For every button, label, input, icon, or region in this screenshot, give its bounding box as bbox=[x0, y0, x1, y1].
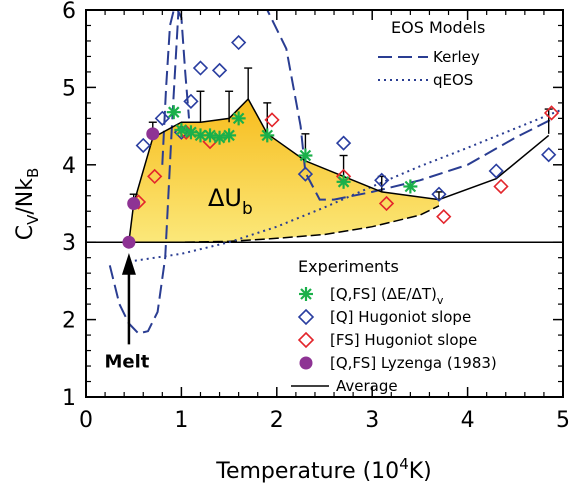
star-stroke bbox=[185, 126, 197, 139]
y-tick-label-1: 2 bbox=[62, 309, 76, 334]
red-diamond-point-1 bbox=[147, 168, 163, 185]
y-tick-label-5: 6 bbox=[62, 0, 76, 24]
qeos-curve bbox=[128, 108, 563, 263]
y-tick-label-2: 3 bbox=[62, 231, 76, 256]
green-star-point-11 bbox=[403, 179, 418, 194]
kerley-curve-low bbox=[108, 10, 182, 335]
green-star-point-10 bbox=[336, 174, 351, 189]
legend-entry-stars: [Q,FS] (ΔE/ΔT)v bbox=[330, 285, 444, 307]
error-bar-7 bbox=[339, 154, 348, 177]
red-diamond-point-7 bbox=[436, 209, 452, 225]
error-bar-9 bbox=[434, 191, 443, 200]
delta-u-annotation: ΔUb bbox=[208, 184, 253, 219]
legend-eos-models: EOS Models Kerley qEOS bbox=[378, 18, 485, 89]
green-star-point-1 bbox=[174, 122, 189, 137]
purple-circle-point-1 bbox=[127, 197, 141, 210]
blue-diamond-point-8 bbox=[335, 135, 352, 151]
red-diamond-point-8 bbox=[493, 178, 509, 195]
plot-frame bbox=[85, 9, 564, 398]
legend-purple-circle-icon bbox=[299, 356, 313, 370]
error-bar-2 bbox=[196, 90, 205, 123]
star-stroke bbox=[337, 176, 350, 188]
melt-label: Melt bbox=[104, 352, 149, 373]
blue-diamond-point-1 bbox=[154, 110, 170, 126]
green-star-point-5 bbox=[212, 130, 227, 145]
purple-circle-point-2 bbox=[146, 127, 160, 141]
blue-diamond-point-12 bbox=[541, 147, 557, 163]
star-stroke bbox=[232, 112, 245, 125]
blue-diamond-point-9 bbox=[374, 172, 390, 188]
x-tick-label-0: 0 bbox=[79, 408, 93, 433]
legend-red-diamond-icon bbox=[297, 331, 315, 349]
legend-entry-average: Average bbox=[336, 377, 398, 395]
star-stroke bbox=[167, 106, 180, 118]
legend-blue-diamond-icon bbox=[297, 308, 315, 326]
green-star-point-6 bbox=[222, 128, 237, 143]
purple-circle-point-0 bbox=[122, 235, 136, 249]
red-diamond-point-4 bbox=[264, 112, 280, 128]
green-star-point-4 bbox=[203, 128, 218, 143]
legend-entry-red: [FS] Hugoniot slope bbox=[330, 331, 477, 349]
x-tick-label-4: 4 bbox=[461, 408, 475, 433]
x-axis: 0 1 2 3 4 5 bbox=[79, 10, 570, 433]
x-tick-label-3: 3 bbox=[365, 408, 379, 433]
melt-arrow-head bbox=[121, 253, 136, 275]
star-stroke bbox=[299, 149, 312, 162]
star-stroke bbox=[175, 124, 188, 136]
blue-diamond-point-3 bbox=[183, 93, 199, 109]
legend-entry-blue: [Q] Hugoniot slope bbox=[330, 308, 471, 326]
blue-diamond-point-4 bbox=[192, 60, 209, 76]
kerley-curve-high bbox=[238, 10, 554, 201]
red-diamond-point-6 bbox=[378, 195, 395, 212]
star-stroke bbox=[194, 129, 207, 142]
y-tick-label-4: 5 bbox=[62, 76, 76, 101]
y-tick-label-3: 4 bbox=[62, 154, 76, 179]
x-tick-label-5: 5 bbox=[556, 408, 570, 433]
legend-eos-title: EOS Models bbox=[391, 18, 485, 37]
blue-diamond-point-6 bbox=[231, 34, 247, 51]
star-stroke bbox=[204, 129, 216, 142]
error-bar-3 bbox=[225, 90, 234, 123]
y-tick-label-0: 1 bbox=[62, 386, 76, 411]
blue-diamond-point-0 bbox=[135, 137, 151, 154]
red-diamond-point-9 bbox=[543, 105, 560, 121]
x-tick-label-1: 1 bbox=[174, 408, 188, 433]
star-stroke bbox=[404, 180, 417, 193]
melt-annotation: Melt bbox=[104, 253, 150, 373]
green-star-point-0 bbox=[166, 105, 181, 120]
green-star-point-9 bbox=[298, 148, 313, 163]
x-tick-label-2: 2 bbox=[270, 408, 284, 433]
legend-experiments-title: Experiments bbox=[298, 257, 399, 276]
x-axis-title: Temperature (104K) bbox=[215, 455, 432, 484]
kerley-curve-mid bbox=[161, 10, 190, 165]
delta-u-region bbox=[128, 99, 439, 243]
green-star-point-8 bbox=[260, 128, 275, 143]
legend-green-star-icon bbox=[299, 287, 313, 301]
blue-diamond-point-10 bbox=[431, 186, 447, 202]
green-star-point-7 bbox=[231, 111, 246, 126]
legend-kerley-label: Kerley bbox=[433, 48, 480, 66]
y-axis: 1 2 3 4 5 6 bbox=[62, 0, 563, 411]
legend-entry-purple: [Q,FS] Lyzenga (1983) bbox=[330, 354, 497, 372]
legend-qeos-label: qEOS bbox=[433, 71, 473, 89]
blue-diamond-point-5 bbox=[211, 62, 228, 79]
star-stroke bbox=[261, 129, 274, 142]
star-stroke bbox=[223, 129, 235, 142]
legend-experiments: Experiments [Q,FS] (ΔE/ΔT)v [Q] Hugoniot… bbox=[291, 257, 497, 395]
blue-diamond-point-7 bbox=[297, 166, 314, 182]
y-axis-title: CV/NkB bbox=[13, 168, 42, 241]
error-bar-4 bbox=[244, 67, 253, 100]
blue-diamond-point-11 bbox=[488, 163, 504, 179]
